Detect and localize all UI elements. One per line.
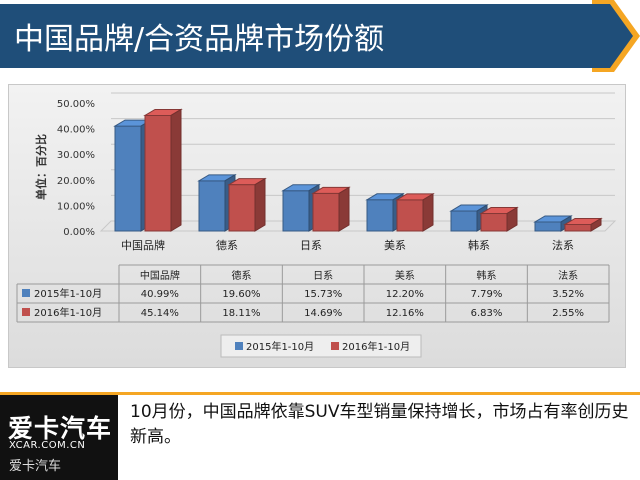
bar-front-0 [198, 180, 226, 232]
table-header-cell: 韩系 [477, 269, 497, 282]
page-title: 中国品牌/合资品牌市场份额 [14, 22, 385, 57]
legend-key [331, 342, 339, 350]
bar-front-1 [144, 114, 172, 232]
legend-box [220, 334, 422, 358]
x-tick-label: 日系 [300, 239, 322, 252]
logo-url: XCAR.COM.CN [9, 440, 86, 451]
bar-front-0 [114, 125, 142, 232]
bar-front-1 [228, 184, 256, 232]
header-bar [0, 4, 610, 68]
bar-front-1 [480, 213, 508, 232]
bar-front-1 [564, 223, 592, 232]
table-value-cell: 3.52% [552, 289, 584, 300]
y-axis-label: 单位：百分比 [34, 134, 48, 200]
divider-line [0, 392, 640, 395]
table-value-cell: 12.16% [386, 308, 424, 319]
table-value-cell: 15.73% [304, 289, 342, 300]
y-tick-label: 30.00% [57, 150, 95, 161]
x-tick-label: 法系 [552, 238, 574, 252]
table-header-cell: 中国品牌 [140, 269, 180, 282]
legend-label: 2016年1-10月 [342, 340, 410, 353]
table-value-cell: 14.69% [304, 308, 342, 319]
header: 中国品牌/合资品牌市场份额 [0, 0, 640, 72]
table-value-cell: 12.20% [386, 289, 424, 300]
table-value-cell: 19.60% [222, 289, 260, 300]
table-value-cell: 45.14% [141, 308, 179, 319]
table-value-cell: 18.11% [222, 308, 260, 319]
header-chevron-decoration [592, 0, 640, 72]
table-header-cell: 美系 [395, 269, 415, 282]
bar-side-1 [170, 108, 182, 232]
y-tick-label: 10.00% [57, 201, 95, 212]
chart-panel: 50.00% 40.00% 30.00% 20.00% 10.00% 0.00% 单位：百分… [8, 84, 626, 368]
bar-front-0 [282, 190, 310, 232]
bar-side-1 [338, 186, 350, 232]
x-tick-label: 德系 [216, 238, 238, 252]
legend-key [235, 342, 243, 350]
y-tick-label: 20.00% [57, 176, 95, 187]
bar-side-1 [590, 217, 602, 232]
legend-label: 2015年1-10月 [246, 340, 314, 353]
table-value-cell: 40.99% [141, 289, 179, 300]
table-value-cell: 6.83% [471, 308, 503, 319]
x-tick-label: 韩系 [468, 238, 490, 252]
logo: 爱卡汽车 XCAR.COM.CN 爱卡汽车 [0, 395, 118, 480]
y-tick-label: 0.00% [63, 227, 95, 238]
bar-front-0 [450, 210, 478, 232]
table-header-cell: 德系 [232, 269, 252, 282]
table-header-cell: 法系 [558, 269, 578, 282]
bar-front-0 [366, 199, 394, 232]
y-tick-label: 40.00% [57, 125, 95, 136]
logo-wordmark: 爱卡汽车 [8, 414, 113, 443]
caption-text: 10月份，中国品牌依靠SUV车型销量保持增长，市场占有率创历史新高。 [130, 402, 629, 447]
table-legend-key [22, 308, 30, 316]
x-tick-label: 中国品牌 [121, 238, 165, 252]
bar-side-1 [506, 206, 518, 232]
bar-front-1 [312, 192, 340, 232]
bar-side-1 [254, 177, 266, 232]
table-value-cell: 7.79% [471, 289, 503, 300]
y-tick-label: 50.00% [57, 99, 95, 110]
table-header-cell: 日系 [313, 270, 333, 282]
x-tick-label: 美系 [384, 239, 406, 252]
logo-subtitle: 爱卡汽车 [9, 459, 62, 474]
table-legend-key [22, 289, 30, 297]
bar-side-1 [422, 192, 434, 232]
bar-front-1 [396, 199, 424, 232]
table-value-cell: 2.55% [552, 308, 584, 319]
bar-front-0 [534, 221, 562, 232]
table-series-label: 2016年1-10月 [34, 306, 102, 319]
table-series-label: 2015年1-10月 [34, 287, 102, 300]
chart: 50.00% 40.00% 30.00% 20.00% 10.00% 0.00% 单位：百分… [16, 92, 617, 358]
